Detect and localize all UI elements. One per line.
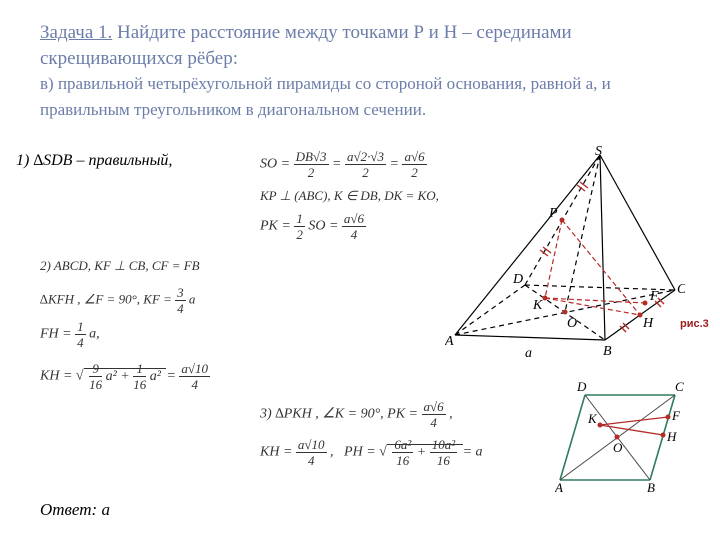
- problem-label: Задача 1.: [40, 22, 112, 43]
- b3phl: PH =: [344, 445, 376, 460]
- fig3-label: рис.3: [680, 318, 709, 330]
- b3khn: a√10: [296, 438, 327, 453]
- square-diagram: A B C D K O F H: [555, 375, 685, 495]
- khl: KH =: [40, 369, 72, 384]
- step2-l1: 2) ABCD, KF ⊥ CB, CF = FB: [40, 258, 200, 274]
- k2n: 1: [133, 362, 146, 377]
- step3-line2: KH = a√104 , PH = √ 6a²16 + 10a²16 = a: [260, 438, 483, 467]
- p2n: 10a²: [430, 438, 457, 453]
- lbl-H: H: [642, 316, 654, 331]
- title-main: Найдите расстояние между точками Р и Н –…: [40, 22, 572, 69]
- f2d: 2: [345, 165, 386, 179]
- f1d: 2: [294, 165, 329, 179]
- kfn: 3: [175, 286, 186, 301]
- eq-kp-perp: KP ⊥ (ABC), K ∈ DB, DK = KO,: [260, 188, 439, 204]
- sq-H: H: [666, 429, 677, 444]
- lbl-P: P: [548, 206, 558, 221]
- p1d: 16: [392, 453, 413, 467]
- f2n: a√2·√3: [345, 150, 386, 165]
- sq-K: K: [587, 411, 598, 426]
- eq-kh: KH = √ 916 a² + 116 a² = a√104: [40, 362, 210, 391]
- pk2d: 4: [342, 227, 366, 241]
- fhd: 4: [75, 335, 86, 349]
- lbl-B: B: [603, 344, 612, 359]
- fhl: FH =: [40, 327, 72, 342]
- fhs: a,: [89, 327, 100, 342]
- pk-mid: SO =: [308, 219, 338, 234]
- krn: a√10: [179, 362, 210, 377]
- k1a: a² +: [106, 369, 130, 384]
- sq-A: A: [555, 480, 563, 495]
- lbl-D: D: [512, 272, 523, 287]
- step3: 3) ∆PKH , ∠K = 90°, PK = a√64 ,: [260, 400, 453, 429]
- eq-so: SO = DB√32 = a√2·√32 = a√62: [260, 150, 427, 179]
- answer: Ответ: a: [40, 500, 110, 520]
- pyramid-diagram: S A B C D P K O H F a: [445, 145, 685, 365]
- problem-title: Задача 1. Найдите расстояние между точка…: [0, 0, 720, 133]
- lbl-a: a: [525, 346, 532, 361]
- s2l2: ∆KFH , ∠F = 90°, KF =: [40, 291, 172, 306]
- step-1-label: 1) ∆SDB – правильный,: [16, 152, 172, 170]
- f3d: 2: [402, 165, 426, 179]
- lbl-S: S: [595, 145, 602, 159]
- kfd: 4: [175, 301, 186, 315]
- s3l: 3) ∆PKH , ∠K = 90°, PK =: [260, 407, 418, 422]
- p2d: 16: [430, 453, 457, 467]
- k2d: 16: [133, 377, 146, 391]
- b3pkn: a√6: [422, 400, 446, 415]
- eq-pk: PK = 12 SO = a√64: [260, 212, 366, 241]
- fhn: 1: [75, 320, 86, 335]
- pres: = a: [463, 445, 483, 460]
- lbl-O: O: [567, 316, 577, 331]
- eq-fh: FH = 14 a,: [40, 320, 100, 349]
- pk1d: 2: [294, 227, 305, 241]
- sq-C: C: [675, 379, 684, 394]
- b3khl: KH =: [260, 445, 292, 460]
- pp: +: [417, 445, 430, 460]
- lbl-C: C: [677, 282, 685, 297]
- step2-l2: ∆KFH , ∠F = 90°, KF = 34 a: [40, 286, 195, 315]
- pk-lhs: PK =: [260, 219, 291, 234]
- sq-O: O: [613, 440, 623, 455]
- sq-F: F: [671, 408, 681, 423]
- p1n: 6a²: [392, 438, 413, 453]
- lbl-F: F: [649, 289, 659, 304]
- sq-B: B: [647, 480, 655, 495]
- b3pkd: 4: [422, 415, 446, 429]
- lbl-K: K: [532, 298, 543, 313]
- k2b: a²: [150, 369, 161, 384]
- f1n: DB√3: [294, 150, 329, 165]
- f3n: a√6: [402, 150, 426, 165]
- sq-D: D: [576, 379, 587, 394]
- k1n: 9: [89, 362, 102, 377]
- b3khd: 4: [296, 453, 327, 467]
- pk1n: 1: [294, 212, 305, 227]
- kfs: a: [189, 291, 196, 306]
- krd: 4: [179, 377, 210, 391]
- pk2n: a√6: [342, 212, 366, 227]
- k1d: 16: [89, 377, 102, 391]
- so-lhs: SO =: [260, 157, 290, 172]
- title-sub: в) правильной четырёхугольной пирамиды с…: [40, 74, 611, 119]
- lbl-A: A: [445, 334, 454, 349]
